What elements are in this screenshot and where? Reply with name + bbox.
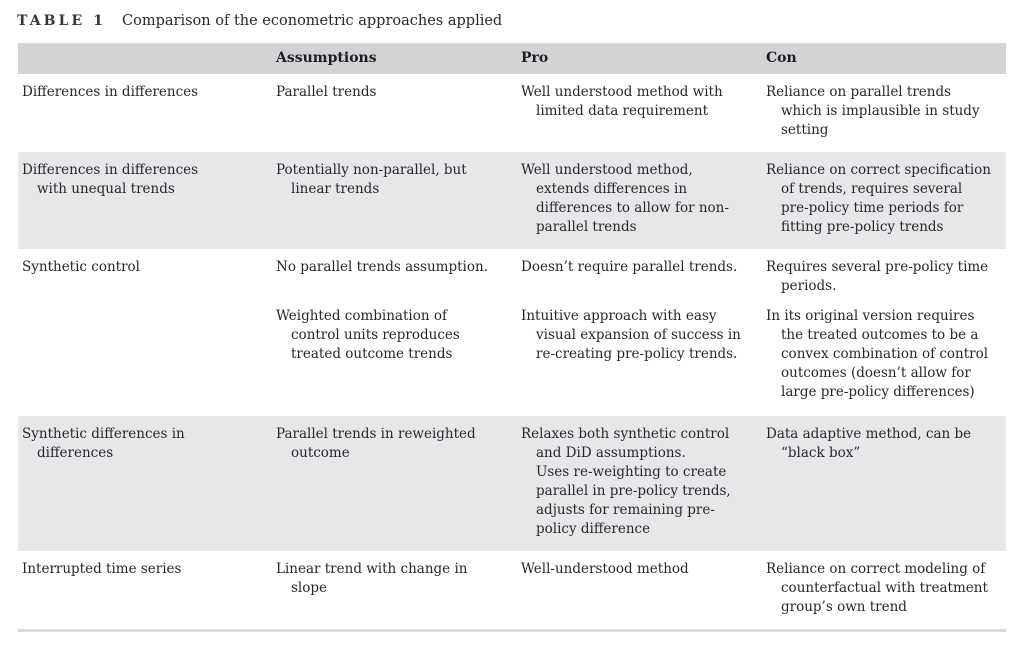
comparison-table: Assumptions Pro Con Differences in diffe… bbox=[18, 43, 1006, 632]
cell-con: Data adaptive method, can be “black box” bbox=[762, 416, 1006, 551]
cell-method: Differences in differences with unequal … bbox=[18, 152, 272, 249]
table-row-did-unequal-trends: Differences in differences with unequal … bbox=[18, 152, 1006, 249]
table-row-synthetic-did: Synthetic differences in differences Par… bbox=[18, 416, 1006, 551]
column-header-assumptions: Assumptions bbox=[272, 43, 517, 74]
cell-assumptions: Linear trend with change in slope bbox=[276, 561, 468, 596]
table-row-synthetic-control: Synthetic control No parallel trends ass… bbox=[18, 249, 1006, 296]
column-header-con: Con bbox=[762, 43, 1006, 74]
table-row-did: Differences in differences Parallel tren… bbox=[18, 74, 1006, 152]
method-text: Synthetic control bbox=[22, 259, 140, 275]
cell-method: Synthetic control bbox=[18, 249, 272, 416]
table-row-synthetic-control-continued: Weighted combination of control units re… bbox=[18, 296, 1006, 416]
cell-method: Synthetic differences in differences bbox=[18, 416, 272, 551]
cell-method: Interrupted time series bbox=[18, 551, 272, 631]
cell-con: Requires several pre-policy time periods… bbox=[766, 259, 989, 294]
column-header-method bbox=[18, 43, 272, 74]
cell-con: In its original version requires the tre… bbox=[766, 308, 989, 400]
cell-method: Differences in differences bbox=[18, 74, 272, 152]
cell-con: Reliance on correct specification of tre… bbox=[762, 152, 1006, 249]
cell-assumptions: Parallel trends in reweighted outcome bbox=[272, 416, 517, 551]
cell-pro: Doesn’t require parallel trends. bbox=[521, 259, 738, 275]
cell-pro: Well understood method with limited data… bbox=[521, 84, 723, 119]
cell-assumptions: Weighted combination of control units re… bbox=[276, 308, 460, 362]
cell-con: Reliance on parallel trends which is imp… bbox=[766, 84, 980, 138]
method-text: Differences in differences bbox=[22, 84, 199, 100]
method-text: Synthetic differences in differences bbox=[22, 426, 185, 461]
cell-pro: Well-understood method bbox=[521, 561, 689, 577]
table-caption-text: Comparison of the econometric approaches… bbox=[122, 13, 503, 29]
cell-assumptions: Parallel trends bbox=[276, 84, 377, 100]
cell-pro: Relaxes both synthetic control and DiD a… bbox=[517, 416, 762, 551]
table-caption: TABLE 1 Comparison of the econometric app… bbox=[17, 13, 502, 29]
table-header-row: Assumptions Pro Con bbox=[18, 43, 1006, 74]
method-text: Differences in differences with unequal … bbox=[22, 162, 199, 197]
method-text: Interrupted time series bbox=[22, 561, 182, 577]
table-caption-label: TABLE 1 bbox=[17, 13, 107, 29]
column-header-pro: Pro bbox=[517, 43, 762, 74]
cell-assumptions: Potentially non-parallel, but linear tre… bbox=[272, 152, 517, 249]
cell-assumptions: No parallel trends assumption. bbox=[276, 259, 488, 275]
cell-pro: Intuitive approach with easy visual expa… bbox=[521, 308, 741, 362]
cell-con: Reliance on correct modeling of counterf… bbox=[766, 561, 988, 615]
table-row-interrupted-time-series: Interrupted time series Linear trend wit… bbox=[18, 551, 1006, 631]
cell-pro: Well understood method, extends differen… bbox=[517, 152, 762, 249]
